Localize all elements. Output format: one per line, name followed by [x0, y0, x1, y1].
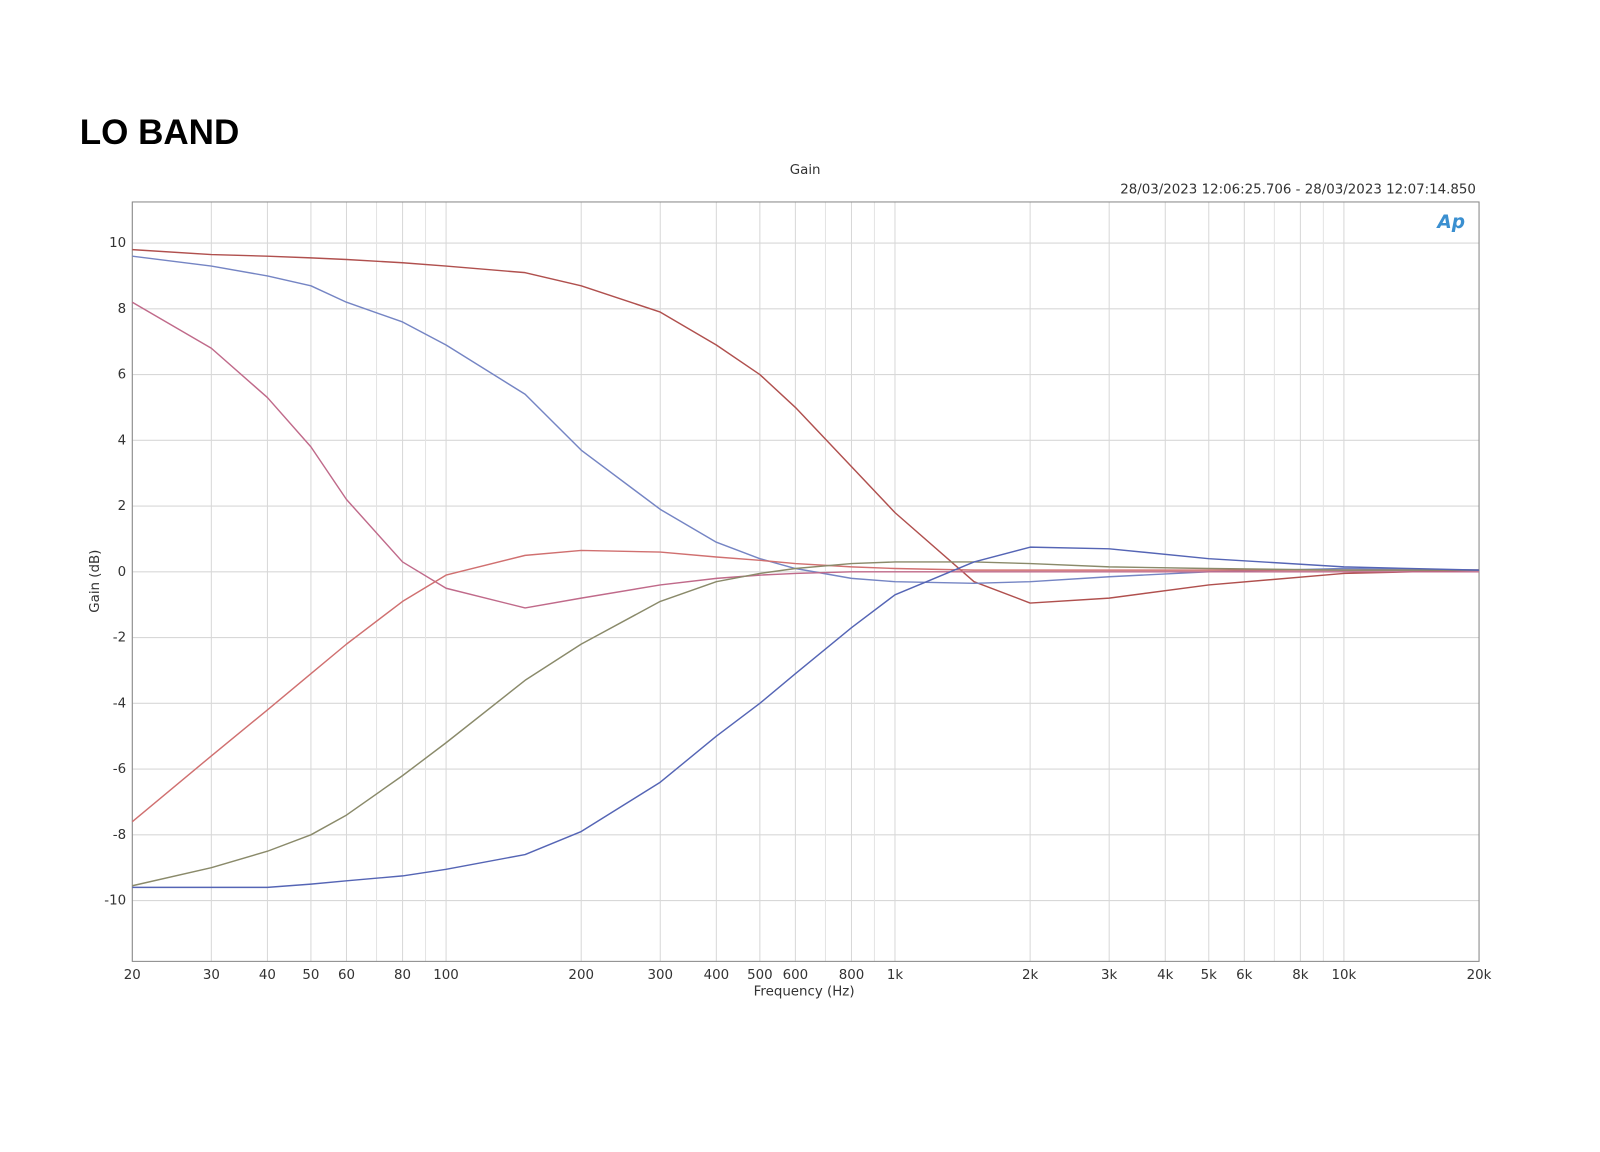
- x-tick-label: 50: [302, 968, 319, 983]
- plot-frame: [131, 201, 1480, 962]
- y-tick-label: 2: [118, 499, 127, 514]
- logo: Ap: [1435, 212, 1465, 233]
- x-tick-label: 600: [783, 968, 809, 983]
- x-tick-label: 500: [747, 968, 773, 983]
- x-tick-label: 3k: [1101, 968, 1118, 983]
- y-tick-label: -10: [104, 894, 126, 909]
- series-line: [132, 561, 1480, 887]
- page-title: LO BAND: [80, 113, 240, 152]
- y-tick-label: 6: [118, 368, 127, 383]
- x-tick-label: 5k: [1201, 968, 1218, 983]
- chart-title: Gain: [790, 163, 821, 178]
- x-tick-label: 2k: [1022, 968, 1039, 983]
- grid: [131, 201, 1480, 962]
- y-tick-label: -6: [113, 762, 126, 777]
- x-tick-label: 80: [394, 968, 411, 983]
- x-tick-label: 6k: [1236, 968, 1253, 983]
- x-tick-label: 20: [124, 968, 141, 983]
- y-axis-label: Gain (dB): [88, 550, 103, 613]
- x-tick-label: 800: [839, 968, 865, 983]
- y-tick-label: -4: [113, 696, 126, 711]
- y-tick-label: 10: [109, 236, 126, 251]
- x-tick-label: 1k: [887, 968, 904, 983]
- x-axis-label: Frequency (Hz): [754, 984, 855, 999]
- x-tick-label: 40: [259, 968, 276, 983]
- chart-subtitle: 28/03/2023 12:06:25.706 - 28/03/2023 12:…: [1120, 183, 1476, 198]
- x-tick-label: 10k: [1332, 968, 1357, 983]
- series-line: [131, 301, 1480, 609]
- y-tick-label: 0: [118, 565, 127, 580]
- x-tick-label: 60: [338, 968, 355, 983]
- y-tick-label: -8: [113, 828, 126, 843]
- series-line: [131, 549, 1480, 823]
- x-tick-label: 400: [704, 968, 730, 983]
- x-tick-label: 300: [647, 968, 673, 983]
- x-tick-label: 4k: [1157, 968, 1174, 983]
- x-tick-label: 100: [433, 968, 459, 983]
- y-tick-label: -2: [113, 631, 126, 646]
- x-tick-label: 30: [203, 968, 220, 983]
- x-tick-label: 8k: [1292, 968, 1309, 983]
- y-tick-label: 8: [118, 302, 127, 317]
- series-line: [132, 255, 1480, 585]
- series-line: [132, 546, 1480, 889]
- x-tick-label: 200: [568, 968, 594, 983]
- x-tick-label: 20k: [1467, 968, 1492, 983]
- y-tick-label: 4: [118, 433, 127, 448]
- series-line: [132, 248, 1480, 604]
